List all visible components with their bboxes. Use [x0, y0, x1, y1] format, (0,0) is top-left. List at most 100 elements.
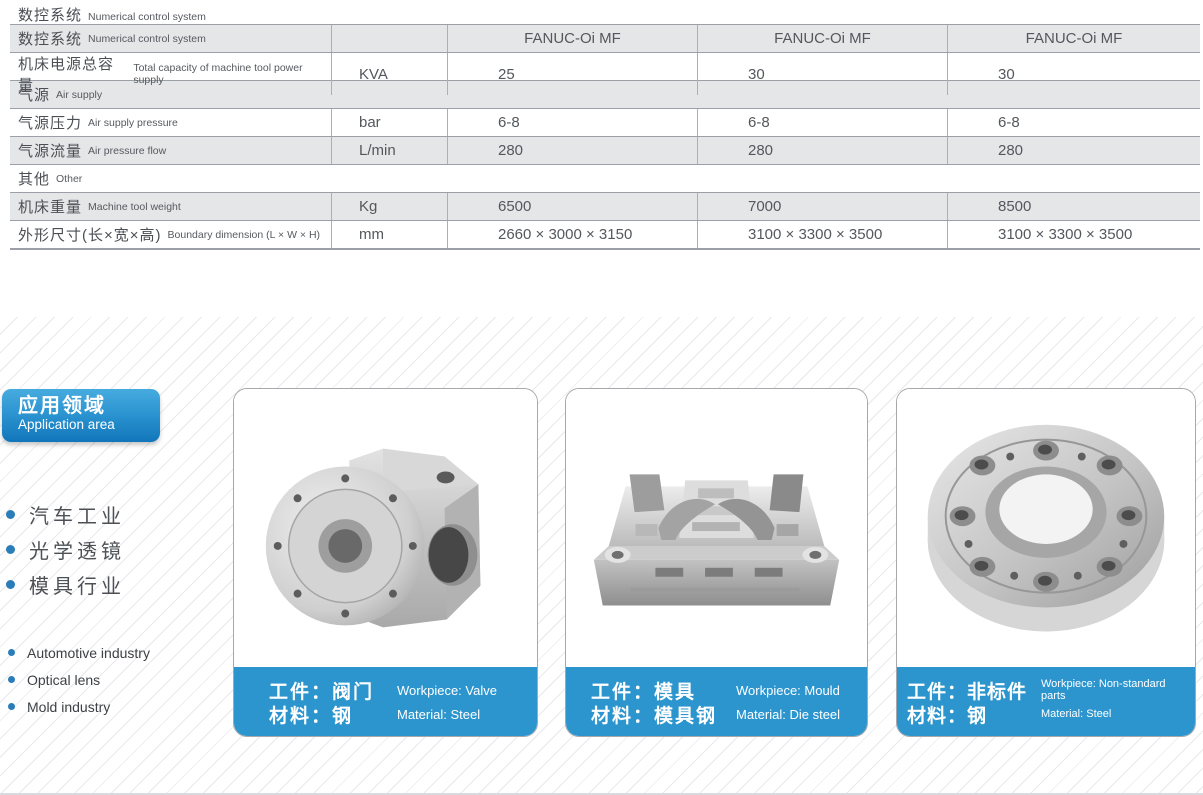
value-cell: 6-8 — [697, 109, 947, 136]
value-cell: 3100 × 3300 × 3500 — [947, 221, 1200, 248]
table-row-air-flow: 气源流量 Air pressure flow L/min 280 280 280 — [10, 136, 1200, 164]
application-card-mould: 工件：模具 Workpiece: Mould 材料：模具钢 Material: … — [565, 388, 868, 737]
material-label-zh: 材料：钢 — [907, 705, 988, 727]
list-item: Optical lens — [8, 666, 150, 693]
page-bottom-divider — [0, 793, 1203, 795]
list-item: 模具行业 — [6, 567, 125, 602]
row-label-zh: 气源压力 — [18, 115, 83, 132]
table-row-control-system: 数控系统 Numerical control system FANUC-Oi M… — [10, 24, 1200, 52]
list-item: 汽车工业 — [6, 497, 125, 532]
industry-list-zh: 汽车工业 光学透镜 模具行业 — [6, 497, 125, 602]
row-label-en: Boundary dimension (L × W × H) — [167, 228, 321, 241]
list-item: 光学透镜 — [6, 532, 125, 567]
row-label-en: Air pressure flow — [88, 144, 167, 157]
row-label-zh: 数控系统 — [18, 31, 83, 48]
mould-part-photo — [566, 389, 867, 668]
value-cell: FANUC-Oi MF — [697, 25, 947, 52]
badge-label-zh: 应用领域 — [18, 395, 106, 417]
value-cell: 7000 — [697, 193, 947, 220]
industry-list-en: Automotive industry Optical lens Mold in… — [8, 639, 150, 720]
workpiece-label-en: Workpiece: Mould — [736, 682, 840, 698]
list-item-label: Mold industry — [27, 698, 111, 715]
row-label-zh: 外形尺寸(长×宽×高) — [18, 227, 162, 244]
unit-cell: L/min — [331, 137, 447, 164]
application-card-valve: 工件：阀门 Workpiece: Valve 材料：钢 Material: St… — [233, 388, 538, 737]
application-card-ring: 工件：非标件 Workpiece: Non-standard parts 材料：… — [896, 388, 1196, 737]
bullet-icon — [8, 649, 15, 656]
spec-table-section: 数控系统 Numerical control system 数控系统 Numer… — [10, 0, 1200, 250]
unit-cell: KVA — [331, 53, 447, 95]
bullet-icon — [6, 510, 15, 519]
section-label-zh: 其他 — [18, 171, 51, 188]
unit-cell: mm — [331, 221, 447, 248]
bullet-icon — [8, 703, 15, 710]
row-label-zh: 气源流量 — [18, 143, 83, 160]
valve-part-photo — [234, 389, 537, 668]
material-label-zh: 材料：钢 — [269, 705, 354, 727]
card-footer: 工件：阀门 Workpiece: Valve 材料：钢 Material: St… — [234, 667, 537, 736]
bullet-icon — [6, 580, 15, 589]
value-cell: 30 — [697, 53, 947, 95]
value-cell: 280 — [447, 137, 697, 164]
list-item-label: Optical lens — [27, 671, 101, 688]
card-footer: 工件：模具 Workpiece: Mould 材料：模具钢 Material: … — [566, 667, 867, 736]
unit-cell: bar — [331, 109, 447, 136]
value-cell: 6500 — [447, 193, 697, 220]
material-label-en: Material: Die steel — [736, 706, 841, 722]
workpiece-label-en: Workpiece: Non-standard parts — [1041, 678, 1166, 703]
application-area-section: 应用领域 Application area 汽车工业 光学透镜 模具行业 Aut… — [0, 317, 1203, 795]
value-cell: 6-8 — [447, 109, 697, 136]
list-item-label: 模具行业 — [29, 576, 125, 598]
workpiece-label-zh: 工件：非标件 — [907, 681, 1028, 703]
spec-table-title: 数控系统 Numerical control system — [10, 0, 1200, 24]
value-cell: 6-8 — [947, 109, 1200, 136]
section-label-zh: 气源 — [18, 87, 51, 104]
value-cell: 2660 × 3000 × 3150 — [447, 221, 697, 248]
table-section-air-supply: 气源 Air supply — [10, 80, 1200, 108]
material-label-en: Material: Steel — [1041, 708, 1112, 721]
row-label-zh: 机床重量 — [18, 199, 83, 216]
list-item-label: 光学透镜 — [29, 541, 125, 563]
value-cell: FANUC-Oi MF — [447, 25, 697, 52]
unit-cell — [331, 25, 447, 52]
value-cell: 30 — [947, 53, 1200, 95]
value-cell: 280 — [947, 137, 1200, 164]
row-label-en: Total capacity of machine tool power sup… — [133, 62, 303, 86]
row-label-en: Air supply pressure — [88, 116, 178, 129]
table-row-machine-weight: 机床重量 Machine tool weight Kg 6500 7000 85… — [10, 192, 1200, 220]
spec-title-en: Numerical control system — [88, 11, 206, 23]
table-row-power-supply: 机床电源总容量 Total capacity of machine tool p… — [10, 52, 1200, 95]
table-section-other: 其他 Other — [10, 164, 1200, 192]
unit-cell: Kg — [331, 193, 447, 220]
section-label-en: Other — [56, 172, 83, 185]
bullet-icon — [8, 676, 15, 683]
table-row-air-pressure: 气源压力 Air supply pressure bar 6-8 6-8 6-8 — [10, 108, 1200, 136]
row-label-en: Numerical control system — [88, 32, 206, 45]
spec-title-zh: 数控系统 — [18, 7, 83, 24]
badge-label-en: Application area — [18, 417, 115, 432]
material-label-zh: 材料：模具钢 — [591, 705, 718, 727]
list-item: Automotive industry — [8, 639, 150, 666]
value-cell: 280 — [697, 137, 947, 164]
value-cell: FANUC-Oi MF — [947, 25, 1200, 52]
bullet-icon — [6, 545, 15, 554]
application-area-badge: 应用领域 Application area — [2, 389, 160, 442]
list-item-label: 汽车工业 — [29, 506, 125, 528]
spec-table: 数控系统 Numerical control system FANUC-Oi M… — [10, 24, 1200, 250]
material-label-en: Material: Steel — [397, 706, 481, 722]
ring-flange-part-photo — [897, 389, 1195, 668]
value-cell: 3100 × 3300 × 3500 — [697, 221, 947, 248]
card-footer: 工件：非标件 Workpiece: Non-standard parts 材料：… — [897, 667, 1195, 736]
row-label-zh: 机床电源总容量 — [18, 56, 115, 94]
workpiece-label-en: Workpiece: Valve — [397, 682, 497, 698]
value-cell: 25 — [447, 53, 697, 95]
workpiece-label-zh: 工件：阀门 — [269, 681, 375, 703]
row-label-en: Machine tool weight — [88, 200, 181, 213]
list-item: Mold industry — [8, 693, 150, 720]
section-label-en: Air supply — [56, 88, 103, 101]
value-cell: 8500 — [947, 193, 1200, 220]
list-item-label: Automotive industry — [27, 644, 150, 661]
workpiece-label-zh: 工件：模具 — [591, 681, 697, 703]
table-row-boundary-dimension: 外形尺寸(长×宽×高) Boundary dimension (L × W × … — [10, 220, 1200, 248]
